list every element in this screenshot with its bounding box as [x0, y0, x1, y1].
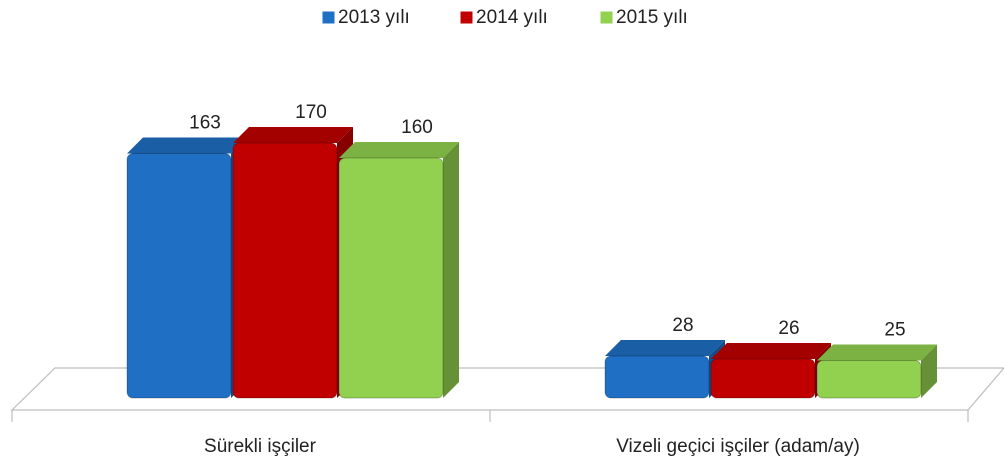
- bar-front: [710, 358, 816, 399]
- data-label: 28: [672, 315, 693, 336]
- legend-label: 2015 yılı: [616, 7, 688, 28]
- bar-top: [817, 344, 937, 361]
- bar: [232, 127, 353, 399]
- bar-top-shade: [233, 127, 353, 143]
- bar-front: [126, 153, 232, 399]
- floor: [10, 367, 1004, 411]
- x-tick-label: Sürekli işçiler: [204, 436, 317, 457]
- x-tick-label: Vizeli geçici işçiler (adam/ay): [616, 436, 860, 457]
- bar-front: [816, 360, 922, 399]
- bar-top: [711, 343, 831, 359]
- bar: [604, 340, 725, 399]
- bar-top-shade: [127, 137, 247, 154]
- data-label: 170: [295, 102, 327, 123]
- bar-top: [127, 137, 247, 154]
- bar-front: [338, 157, 444, 399]
- bar-top-shade: [339, 142, 459, 158]
- bar-top: [605, 340, 725, 356]
- legend-label: 2014 yılı: [476, 7, 548, 28]
- data-label: 160: [401, 117, 433, 138]
- bar-side-shade: [443, 142, 459, 398]
- bar-side: [921, 344, 937, 398]
- bar-top: [233, 127, 353, 143]
- legend-label: 2013 yılı: [338, 7, 410, 28]
- legend-swatch: [459, 10, 474, 25]
- bar-top-shade: [817, 344, 937, 361]
- bar-side: [443, 142, 459, 398]
- legend-swatch: [599, 10, 614, 25]
- bar: [710, 343, 831, 399]
- data-label: 25: [884, 320, 905, 341]
- bar: [126, 137, 247, 399]
- bar: [816, 344, 937, 399]
- legend-swatch: [321, 10, 336, 25]
- data-label: 26: [778, 318, 799, 339]
- bar-front: [604, 355, 710, 399]
- bar-top: [339, 142, 459, 158]
- bar-top-shade: [605, 340, 725, 356]
- data-label: 163: [189, 113, 221, 134]
- bar: [338, 142, 459, 399]
- bar-side-shade: [921, 344, 937, 398]
- bar-top-shade: [711, 343, 831, 359]
- bar-front: [232, 142, 338, 399]
